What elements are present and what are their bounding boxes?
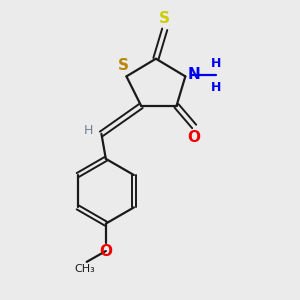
- Text: O: O: [188, 130, 201, 145]
- Text: H: H: [84, 124, 93, 137]
- Text: S: S: [118, 58, 129, 74]
- Text: O: O: [99, 244, 112, 259]
- Text: CH₃: CH₃: [75, 264, 96, 274]
- Text: H: H: [211, 81, 221, 94]
- Text: H: H: [211, 57, 221, 70]
- Text: S: S: [159, 11, 170, 26]
- Text: N: N: [188, 68, 200, 82]
